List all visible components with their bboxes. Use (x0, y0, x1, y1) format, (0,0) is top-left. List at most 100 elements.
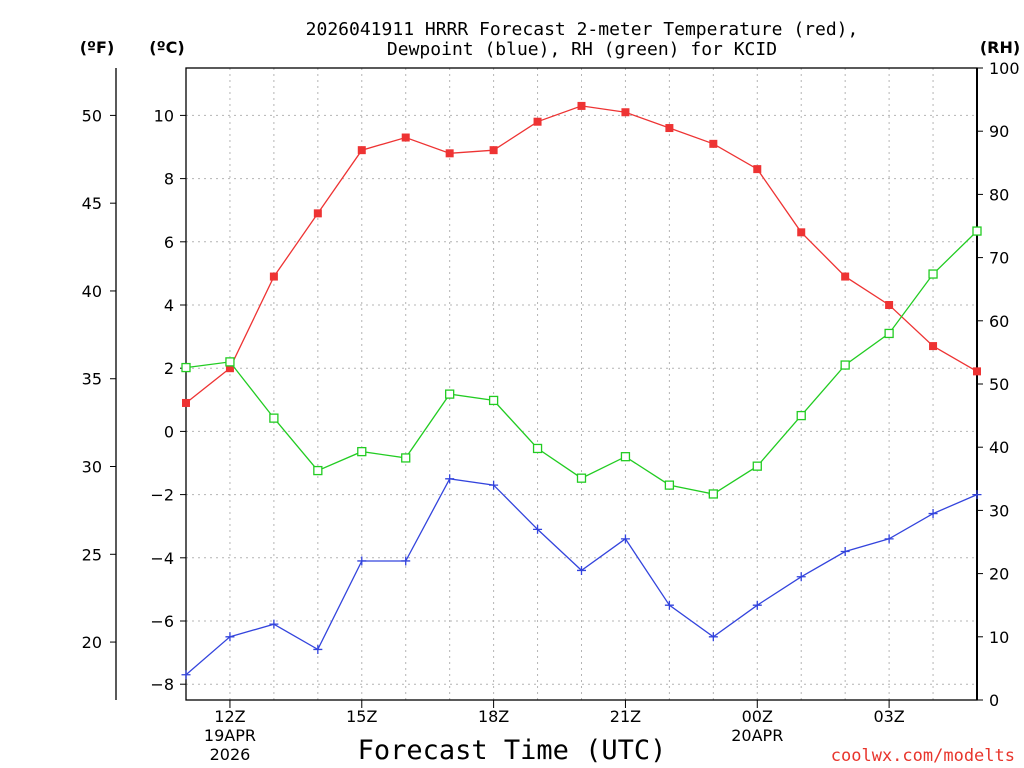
fahrenheit-tick-label: 35 (82, 370, 102, 389)
dewpoint-series (181, 474, 982, 680)
celsius-tick-label: −6 (150, 612, 174, 631)
temperature-point (929, 342, 938, 351)
temperature-point (665, 124, 674, 133)
rh-point (488, 395, 499, 406)
fahrenheit-tick-label: 50 (82, 106, 102, 125)
fahrenheit-tick-label: 45 (82, 194, 102, 213)
rh-point (884, 328, 894, 339)
chart-title-line-1: 2026041911 HRRR Forecast 2-meter Tempera… (306, 19, 859, 40)
rh-tick-label: 60 (989, 312, 1009, 331)
temperature-point (533, 117, 542, 126)
fahrenheit-tick-label: 30 (82, 458, 102, 477)
temperature-point (841, 272, 850, 281)
rh-tick-label: 70 (989, 249, 1009, 268)
plot-frame (185, 67, 978, 701)
dewpoint-point (884, 534, 894, 544)
dewpoint-point (577, 565, 586, 575)
celsius-tick-label: −4 (150, 549, 174, 568)
fahrenheit-tick-label: 40 (82, 282, 102, 301)
dewpoint-point (928, 509, 938, 519)
dewpoint-point (533, 524, 543, 534)
rh-point (620, 452, 631, 462)
rh-tick-label: 50 (989, 375, 1009, 394)
time-tick-date-label: 19APR (204, 726, 256, 745)
rh-point (708, 489, 718, 499)
time-tick-date-label: 20APR (731, 726, 783, 745)
dewpoint-point (313, 644, 323, 654)
dewpoint-point (708, 632, 718, 642)
fahrenheit-tick-label: 25 (82, 545, 102, 564)
rh-point (181, 362, 191, 373)
temperature-point (753, 165, 762, 174)
time-tick-label: 18Z (478, 707, 509, 726)
dewpoint-point (357, 556, 367, 566)
celsius-axis-ticks: 10 8 6 4 2 0 −2 −4 −6 −8 (150, 106, 186, 694)
time-tick-label: 12Z (214, 707, 245, 726)
temperature-point (973, 367, 981, 376)
celsius-unit-label: (ºC) (149, 38, 184, 57)
time-tick-label: 03Z (873, 707, 904, 726)
data-series (181, 101, 982, 680)
time-tick-label: 15Z (346, 707, 377, 726)
dewpoint-point (269, 619, 279, 629)
dewpoint-point (972, 490, 982, 500)
rh-point (225, 357, 235, 367)
rh-point (313, 465, 323, 476)
temperature-point (577, 101, 586, 110)
temperature-point (797, 228, 806, 237)
rh-point (928, 269, 938, 279)
rh-tick-label: 10 (989, 628, 1009, 647)
rh-tick-label: 80 (989, 185, 1009, 204)
dewpoint-point (620, 534, 630, 544)
fahrenheit-axis-ticks: 50 45 40 35 30 25 20 (82, 106, 116, 652)
dewpoint-point (664, 600, 674, 610)
dewpoint-point (796, 572, 806, 582)
rh-point (357, 446, 367, 457)
celsius-tick-label: 6 (164, 233, 174, 252)
celsius-tick-label: 2 (164, 359, 174, 378)
credit-text: coolwx.com/modelts (831, 746, 1015, 766)
temperature-point (709, 139, 718, 148)
rh-tick-label: 40 (989, 438, 1009, 457)
rh-point (972, 226, 982, 236)
rh-tick-label: 30 (989, 501, 1009, 520)
chart-title-line-2: Dewpoint (blue), RH (green) for KCID (387, 39, 777, 60)
rh-tick-label: 100 (989, 59, 1020, 78)
rh-unit-label: (RH) (980, 38, 1020, 57)
celsius-tick-label: 4 (164, 296, 174, 315)
temperature-point (357, 146, 366, 155)
temperature-point (313, 209, 322, 218)
temperature-point (621, 108, 630, 117)
rh-point (796, 410, 806, 421)
celsius-tick-label: −8 (150, 675, 174, 694)
dewpoint-point (840, 546, 850, 556)
rh-point (269, 413, 279, 423)
time-tick-label: 21Z (610, 707, 641, 726)
temperature-point (225, 364, 234, 373)
time-tick-label: 00Z (742, 707, 773, 726)
celsius-tick-label: −2 (150, 486, 174, 505)
fahrenheit-unit-label: (ºF) (80, 38, 115, 57)
temperature-point (401, 133, 410, 142)
x-axis-label: Forecast Time (UTC) (358, 735, 667, 766)
celsius-tick-label: 0 (164, 422, 174, 441)
temperature-point (269, 272, 278, 281)
dewpoint-point (752, 600, 762, 610)
fahrenheit-tick-label: 20 (82, 633, 102, 652)
dewpoint-point (401, 556, 411, 566)
rh-series (181, 226, 982, 499)
temperature-point (885, 301, 894, 309)
dewpoint-point (181, 670, 191, 680)
time-tick-date-label: 2026 (210, 745, 251, 764)
temperature-point (489, 146, 498, 155)
celsius-tick-label: 8 (164, 170, 174, 189)
rh-point (445, 389, 455, 399)
rh-point (576, 473, 587, 483)
dewpoint-point (445, 474, 455, 484)
temperature-series (182, 101, 981, 407)
rh-tick-label: 90 (989, 122, 1009, 141)
dewpoint-point (225, 632, 235, 642)
